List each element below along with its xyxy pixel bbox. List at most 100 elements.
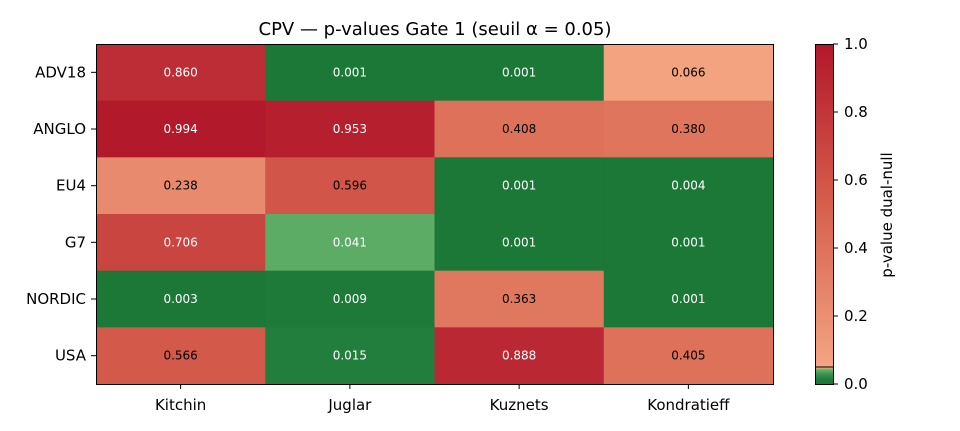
colorbar-segment (815, 188, 833, 191)
cell-value-label: 0.001 (502, 179, 536, 193)
colorbar-segment (815, 344, 833, 347)
colorbar-segment (815, 380, 833, 383)
row-label-nordic: NORDIC (26, 290, 86, 308)
colorbar-segment (815, 254, 833, 257)
heatmap-cells: 0.860 0.001 0.001 0.066 0.994 0.953 0.408 0.380… (96, 44, 774, 385)
colorbar-segment (815, 172, 833, 175)
colorbar-segment (815, 328, 833, 331)
colorbar-segment (815, 142, 833, 145)
heatmap-cell-anglo-kitchin (96, 100, 266, 158)
colorbar-segment (815, 66, 833, 69)
column-labels: Kitchin Juglar Kuznets Kondratieff (155, 384, 730, 414)
colorbar-segment (815, 266, 833, 269)
colorbar-segment (815, 180, 833, 183)
colorbar-label: p-value dual-null (878, 152, 896, 277)
cell-value-label: 0.405 (671, 349, 705, 363)
colorbar-segment (815, 62, 833, 65)
colorbar-segment (815, 274, 833, 277)
colorbar-segment (815, 122, 833, 125)
heatmap-cell-usa-kuznets (434, 327, 605, 385)
colorbar-segment (815, 282, 833, 285)
colorbar-segment (815, 272, 833, 275)
colorbar-segment (815, 278, 833, 281)
row-label-eu4: EU4 (56, 177, 86, 195)
colorbar-segment (815, 206, 833, 209)
colorbar-segment (815, 146, 833, 149)
colorbar-segment (815, 88, 833, 91)
colorbar-segment (815, 160, 833, 163)
colorbar-segment (815, 264, 833, 267)
heatmap-cell-anglo-kondratieff (603, 100, 774, 158)
colorbar-segment (815, 228, 833, 231)
colorbar-tick-label: 0.2 (844, 307, 868, 325)
colorbar-segment (815, 178, 833, 181)
colorbar-segment (815, 96, 833, 99)
colorbar-segment (815, 246, 833, 249)
cell-value-label: 0.015 (333, 349, 367, 363)
row-label-usa: USA (55, 347, 87, 365)
heatmap-cell-usa-juglar (265, 327, 435, 385)
colorbar-segment (815, 194, 833, 197)
heatmap-cell-g7-kuznets (434, 214, 605, 272)
colorbar-segment (815, 258, 833, 261)
colorbar-segment (815, 262, 833, 265)
heatmap-cell-adv18-kuznets (434, 44, 605, 102)
colorbar-segment (815, 58, 833, 61)
colorbar-segment (815, 338, 833, 341)
colorbar-segment (815, 92, 833, 95)
colorbar-segment (815, 248, 833, 251)
heatmap-cell-anglo-kuznets (434, 100, 605, 158)
colorbar-segment (815, 300, 833, 303)
colorbar-segment (815, 244, 833, 247)
cell-value-label: 0.380 (671, 122, 705, 136)
colorbar-segment (815, 136, 833, 139)
heatmap-cell-adv18-kitchin (96, 44, 266, 102)
cell-value-label: 0.066 (671, 65, 705, 79)
colorbar-segment (815, 162, 833, 165)
colorbar-tick-label: 0.6 (844, 171, 868, 189)
colorbar-segment (815, 290, 833, 293)
colorbar-segment (815, 314, 833, 317)
colorbar-segment (815, 214, 833, 217)
colorbar-segment (815, 110, 833, 113)
colorbar-segment (815, 192, 833, 195)
colorbar-segment (815, 198, 833, 201)
cell-value-label: 0.001 (502, 235, 536, 249)
cell-value-label: 0.953 (333, 122, 367, 136)
colorbar-segment (815, 90, 833, 93)
heatmap-cell-nordic-kuznets (434, 270, 605, 328)
heatmap-cell-g7-kondratieff (603, 214, 774, 272)
column-label-juglar: Juglar (327, 396, 372, 414)
colorbar-segment (815, 318, 833, 321)
cell-value-label: 0.408 (502, 122, 536, 136)
colorbar-segment (815, 382, 833, 385)
cell-value-label: 0.003 (163, 292, 197, 306)
colorbar-segment (815, 330, 833, 333)
cell-value-label: 0.888 (502, 349, 536, 363)
plot-frame (96, 44, 774, 385)
colorbar-segment (815, 200, 833, 203)
colorbar-segment (815, 116, 833, 119)
colorbar-segment (815, 256, 833, 259)
colorbar-segment (815, 210, 833, 213)
row-labels: ADV18 ANGLO EU4 G7 NORDIC USA (26, 63, 96, 365)
colorbar-segment (815, 342, 833, 345)
heatmap-cell-nordic-juglar (265, 270, 435, 328)
colorbar-segment (815, 226, 833, 229)
colorbar-segment (815, 48, 833, 51)
row-label-anglo: ANGLO (33, 120, 86, 138)
colorbar-segment (815, 112, 833, 115)
colorbar-segment (815, 310, 833, 313)
colorbar-segment (815, 346, 833, 349)
colorbar-segment (815, 250, 833, 253)
colorbar-segment (815, 350, 833, 353)
colorbar-segment (815, 252, 833, 255)
colorbar-segment (815, 294, 833, 297)
colorbar-segment (815, 106, 833, 109)
colorbar-segment (815, 166, 833, 169)
colorbar-segment (815, 140, 833, 143)
colorbar-segment (815, 306, 833, 309)
colorbar-segment (815, 108, 833, 111)
colorbar-segment (815, 168, 833, 171)
colorbar-segment (815, 170, 833, 173)
